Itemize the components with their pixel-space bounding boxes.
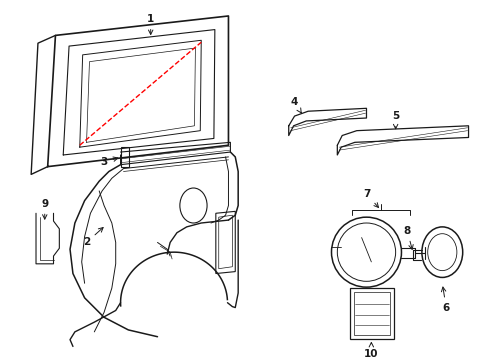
Text: 2: 2: [83, 228, 103, 247]
Text: 7: 7: [362, 189, 378, 207]
Text: 9: 9: [41, 199, 48, 219]
Text: 4: 4: [290, 98, 301, 113]
Text: 5: 5: [391, 111, 398, 129]
Text: 6: 6: [441, 287, 449, 312]
Text: 8: 8: [403, 226, 412, 249]
Text: 1: 1: [147, 14, 154, 35]
Text: 10: 10: [364, 342, 378, 359]
Text: 3: 3: [100, 157, 118, 167]
